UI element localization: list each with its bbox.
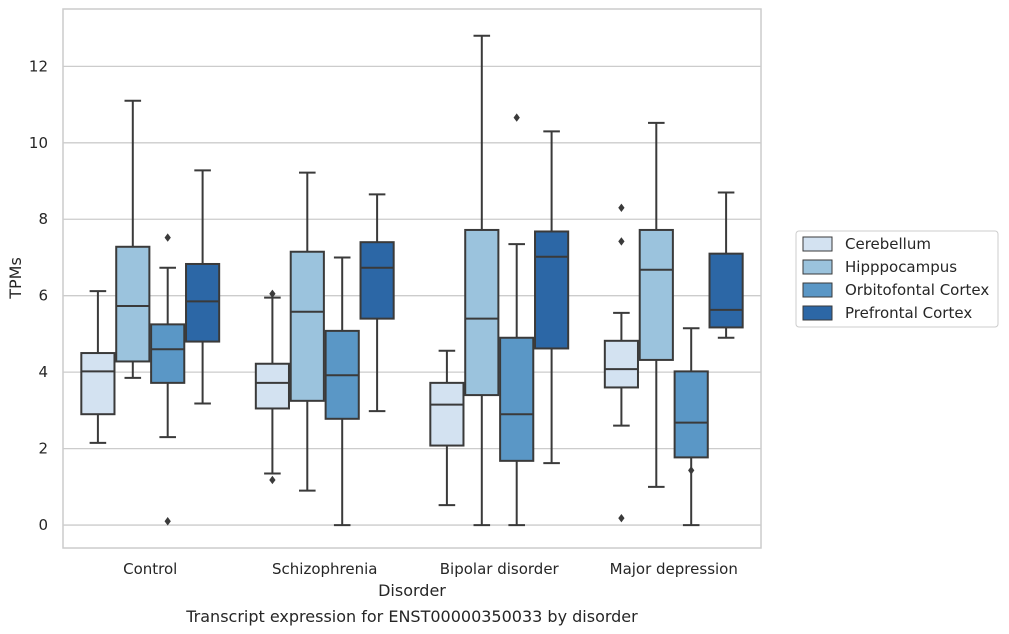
iqr-box bbox=[534, 230, 570, 350]
legend-label: Cerebellum bbox=[845, 235, 931, 253]
box-orbitofontal-cortex bbox=[673, 327, 709, 527]
box-prefrontal-cortex bbox=[359, 193, 395, 413]
box-prefrontal-cortex bbox=[708, 191, 744, 339]
legend-frame bbox=[795, 230, 999, 328]
iqr-box bbox=[429, 381, 465, 447]
legend-swatch bbox=[802, 305, 833, 321]
y-tick-label: 10 bbox=[29, 134, 48, 152]
iqr-box bbox=[638, 228, 674, 361]
iqr-box bbox=[254, 362, 290, 410]
outlier-point bbox=[164, 517, 171, 526]
box-hipppocampus bbox=[464, 34, 500, 527]
outlier-point bbox=[688, 466, 695, 475]
box-prefrontal-cortex bbox=[185, 169, 221, 405]
y-tick-label: 0 bbox=[38, 516, 48, 534]
iqr-box bbox=[150, 323, 186, 384]
box-cerebellum bbox=[254, 289, 290, 485]
x-axis-label: Disorder bbox=[378, 581, 446, 600]
box-hipppocampus bbox=[289, 171, 325, 492]
box-cerebellum bbox=[429, 349, 465, 507]
iqr-box bbox=[359, 241, 395, 320]
iqr-box bbox=[708, 252, 744, 329]
x-tick-label: Control bbox=[123, 560, 177, 578]
iqr-box bbox=[185, 262, 221, 343]
iqr-box bbox=[289, 250, 325, 402]
box-orbitofontal-cortex bbox=[324, 256, 360, 527]
y-axis-ticks: 0 2 4 6 8 10 12 bbox=[29, 57, 48, 534]
outlier-point bbox=[269, 289, 276, 298]
box-hipppocampus bbox=[638, 121, 674, 488]
iqr-box bbox=[115, 245, 151, 363]
box-groups bbox=[80, 34, 744, 527]
y-tick-label: 4 bbox=[38, 363, 48, 381]
legend-items: Cerebellum Hipppocampus Orbitofontal Corte… bbox=[802, 235, 989, 322]
y-tick-label: 12 bbox=[29, 57, 48, 75]
x-axis-ticks: Control Schizophrenia Bipolar disorder Majo… bbox=[123, 560, 738, 578]
iqr-box bbox=[603, 339, 639, 389]
x-tick-label: Bipolar disorder bbox=[440, 560, 560, 578]
legend-swatch bbox=[802, 282, 833, 298]
y-tick-label: 2 bbox=[38, 440, 48, 458]
outlier-point bbox=[513, 113, 520, 122]
chart-caption: Transcript expression for ENST0000035003… bbox=[185, 607, 638, 626]
y-tick-label: 8 bbox=[38, 210, 48, 228]
outlier-point bbox=[618, 237, 625, 246]
box-orbitofontal-cortex bbox=[499, 113, 535, 527]
box-hipppocampus bbox=[115, 99, 151, 379]
plot-frame bbox=[62, 8, 762, 549]
legend-label: Orbitofontal Cortex bbox=[845, 281, 989, 299]
y-tick-label: 6 bbox=[38, 287, 48, 305]
legend-swatch bbox=[802, 236, 833, 252]
legend-label: Prefrontal Cortex bbox=[845, 304, 972, 322]
box-prefrontal-cortex bbox=[534, 130, 570, 465]
legend: Cerebellum Hipppocampus Orbitofontal Corte… bbox=[795, 230, 999, 328]
outlier-point bbox=[618, 203, 625, 212]
iqr-box bbox=[80, 352, 116, 416]
iqr-box bbox=[499, 336, 535, 462]
iqr-box bbox=[464, 228, 500, 397]
legend-swatch bbox=[802, 259, 833, 275]
box-orbitofontal-cortex bbox=[150, 233, 186, 526]
outlier-point bbox=[164, 233, 171, 242]
iqr-box bbox=[673, 370, 709, 459]
x-tick-label: Major depression bbox=[610, 560, 738, 578]
legend-label: Hipppocampus bbox=[845, 258, 957, 276]
box-cerebellum bbox=[603, 203, 639, 523]
outlier-point bbox=[618, 513, 625, 523]
outlier-point bbox=[269, 475, 276, 485]
y-axis-label: TPMs bbox=[6, 257, 25, 300]
x-tick-label: Schizophrenia bbox=[272, 560, 377, 578]
box-cerebellum bbox=[80, 290, 116, 444]
